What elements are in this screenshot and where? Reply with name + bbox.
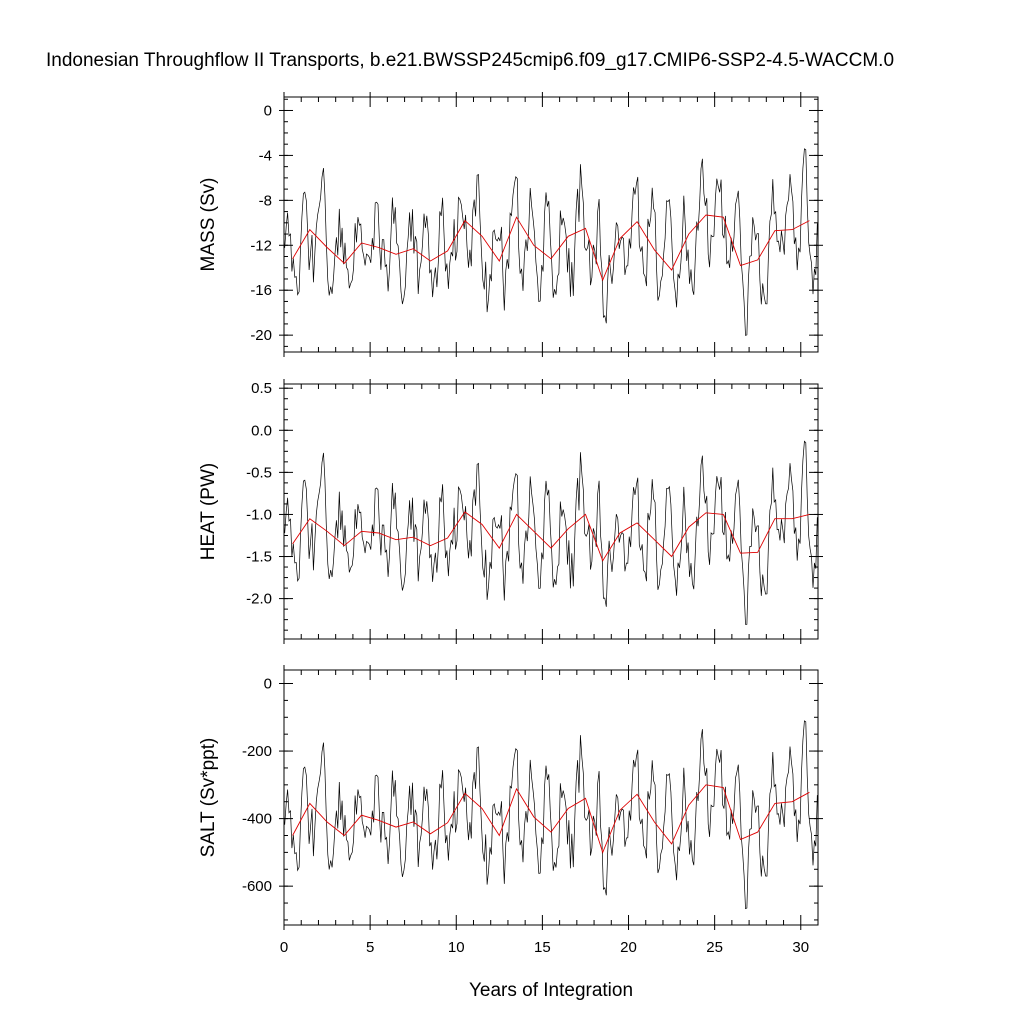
y-tick-label-heat: -1.0 [246, 506, 272, 523]
smoothed-series-heat [292, 511, 810, 562]
x-tick-label: 20 [620, 939, 637, 956]
y-tick-label-mass: 0 [264, 102, 272, 119]
smoothed-series-mass [292, 214, 810, 282]
x-tick-label: 15 [534, 939, 551, 956]
y-tick-label-salt: -600 [242, 878, 272, 895]
x-tick-label: 25 [706, 939, 723, 956]
x-axis-label: Years of Integration [469, 980, 633, 1001]
panel-mass: 0 -4 -8 -12 -16 -20 MASS (Sv) [198, 92, 823, 357]
y-tick-label-mass: -8 [259, 192, 272, 209]
monthly-series-heat [284, 440, 818, 625]
x-tick-label: 30 [792, 939, 809, 956]
annual-mean-line-salt [292, 784, 810, 854]
plot-frame-mass [283, 96, 819, 353]
y-tick-label-mass: -4 [259, 147, 272, 164]
y-tick-label-salt: 0 [264, 676, 272, 693]
y-tick-label-mass: -16 [250, 282, 272, 299]
y-tick-label-heat: -0.5 [246, 464, 272, 481]
y-axis-label-heat: HEAT (PW) [198, 463, 219, 560]
plot-frame-heat [283, 383, 819, 640]
monthly-series-salt [284, 720, 818, 910]
smoothed-series-salt [292, 784, 810, 854]
y-tick-label-mass: -12 [250, 237, 272, 254]
y-tick-label-salt: -400 [242, 811, 272, 828]
y-tick-label-heat: -2.0 [246, 591, 272, 608]
chart-title: Indonesian Throughflow II Transports, b.… [46, 50, 894, 71]
monthly-series-mass [284, 148, 818, 336]
y-tick-label-salt: -200 [242, 743, 272, 760]
x-tick-label: 0 [280, 939, 288, 956]
panel-salt: 0 -200 -400 -600 0 5 10 15 20 25 30 SALT (Sv*ppt) [198, 665, 823, 956]
panel-heat: 0.5 0.0 -0.5 -1.0 -1.5 -2.0 HEAT (PW) [198, 379, 823, 644]
y-tick-label-heat: 0.5 [251, 380, 272, 397]
x-tick-label: 10 [448, 939, 465, 956]
y-axis-label-mass: MASS (Sv) [198, 178, 219, 272]
y-axis-label-salt: SALT (Sv*ppt) [198, 738, 219, 858]
y-tick-label-heat: -1.5 [246, 549, 272, 566]
x-tick-label: 5 [366, 939, 374, 956]
annual-mean-line-heat [292, 511, 810, 562]
plot-frame-salt [283, 669, 819, 926]
annual-mean-line-mass [292, 214, 810, 282]
y-tick-label-mass: -20 [250, 327, 272, 344]
y-tick-label-heat: 0.0 [251, 422, 272, 439]
